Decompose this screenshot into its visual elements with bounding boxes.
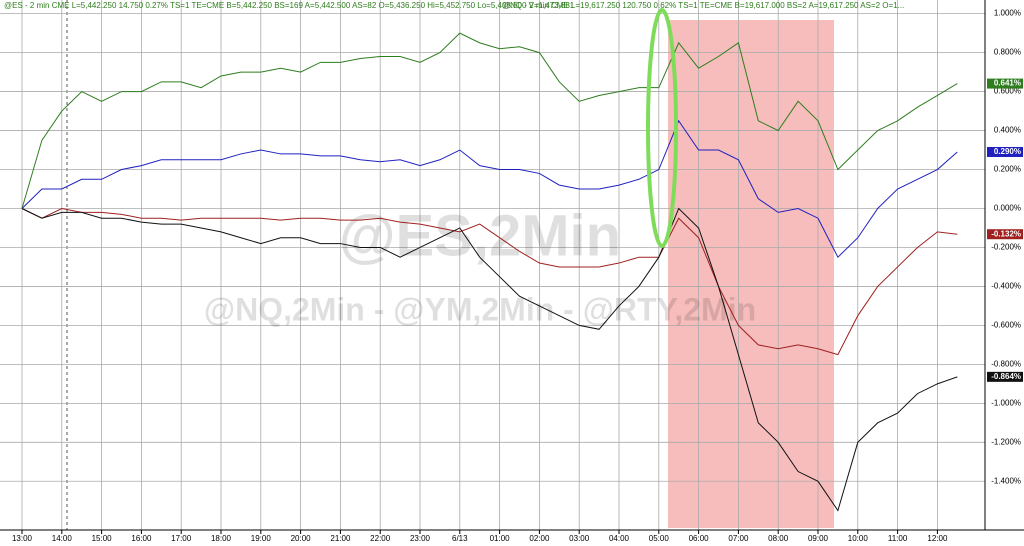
end-label: -0.132% xyxy=(991,229,1021,238)
x-tick-label: 6/13 xyxy=(452,534,468,543)
x-tick-label: 12:00 xyxy=(927,534,948,543)
x-tick-label: 03:00 xyxy=(569,534,590,543)
x-tick-label: 18:00 xyxy=(211,534,232,543)
end-tag xyxy=(987,371,1023,382)
end-label: -0.864% xyxy=(991,372,1021,381)
es-quote: @ES - 2 min CME L=5,442.250 14.750 0.27%… xyxy=(4,1,575,10)
x-tick-label: 08:00 xyxy=(768,534,789,543)
y-tick-label: 0.200% xyxy=(994,165,1021,174)
x-tick-label: 14:00 xyxy=(52,534,73,543)
x-tick-label: 06:00 xyxy=(689,534,710,543)
series-line xyxy=(21,119,958,259)
x-tick-label: 09:00 xyxy=(808,534,829,543)
x-tick-label: 01:00 xyxy=(490,534,511,543)
y-tick-label: 0.400% xyxy=(994,126,1021,135)
nq-quote: @NQ - 2 min CME L=19,617.250 120.750 0.6… xyxy=(502,1,904,10)
y-tick-label: -0.600% xyxy=(991,321,1021,330)
x-tick-label: 04:00 xyxy=(609,534,630,543)
end-tag xyxy=(987,146,1023,157)
end-label: 0.290% xyxy=(994,147,1021,156)
watermark: @ES,2Min xyxy=(339,203,621,268)
x-tick-label: 17:00 xyxy=(171,534,192,543)
x-tick-label: 05:00 xyxy=(649,534,670,543)
y-tick-label: -1.000% xyxy=(991,398,1021,407)
highlight-ellipse xyxy=(646,8,678,248)
series-line xyxy=(21,207,958,356)
x-tick-label: 10:00 xyxy=(848,534,869,543)
y-tick-label: 1.000% xyxy=(994,9,1021,18)
y-tick-label: -1.400% xyxy=(991,476,1021,485)
x-tick-label: 16:00 xyxy=(131,534,152,543)
x-tick-label: 15:00 xyxy=(92,534,113,543)
y-tick-label: 0.800% xyxy=(994,48,1021,57)
series-line xyxy=(21,207,958,512)
y-tick-label: 0.000% xyxy=(994,204,1021,213)
y-tick-label: 0.600% xyxy=(994,87,1021,96)
y-tick-label: -0.400% xyxy=(991,282,1021,291)
x-tick-label: 02:00 xyxy=(529,534,550,543)
end-tag xyxy=(987,229,1023,240)
x-tick-label: 22:00 xyxy=(370,534,391,543)
y-tick-label: -1.200% xyxy=(991,437,1021,446)
x-tick-label: 23:00 xyxy=(410,534,431,543)
x-tick-label: 07:00 xyxy=(728,534,749,543)
x-tick-label: 20:00 xyxy=(291,534,312,543)
highlight-region xyxy=(668,20,834,528)
x-tick-label: 13:00 xyxy=(12,534,33,543)
x-tick-label: 11:00 xyxy=(888,534,908,543)
end-label: 0.641% xyxy=(994,79,1021,88)
y-tick-label: -0.200% xyxy=(991,243,1021,252)
y-tick-label: -0.800% xyxy=(991,359,1021,368)
watermark-sub: @NQ,2Min - @YM,2Min - @RTY,2Min xyxy=(204,291,756,327)
end-tag xyxy=(987,78,1023,89)
series-line xyxy=(21,32,958,209)
grid xyxy=(0,0,985,530)
x-tick-label: 19:00 xyxy=(251,534,272,543)
x-tick-label: 21:00 xyxy=(330,534,351,543)
lines xyxy=(21,32,958,512)
